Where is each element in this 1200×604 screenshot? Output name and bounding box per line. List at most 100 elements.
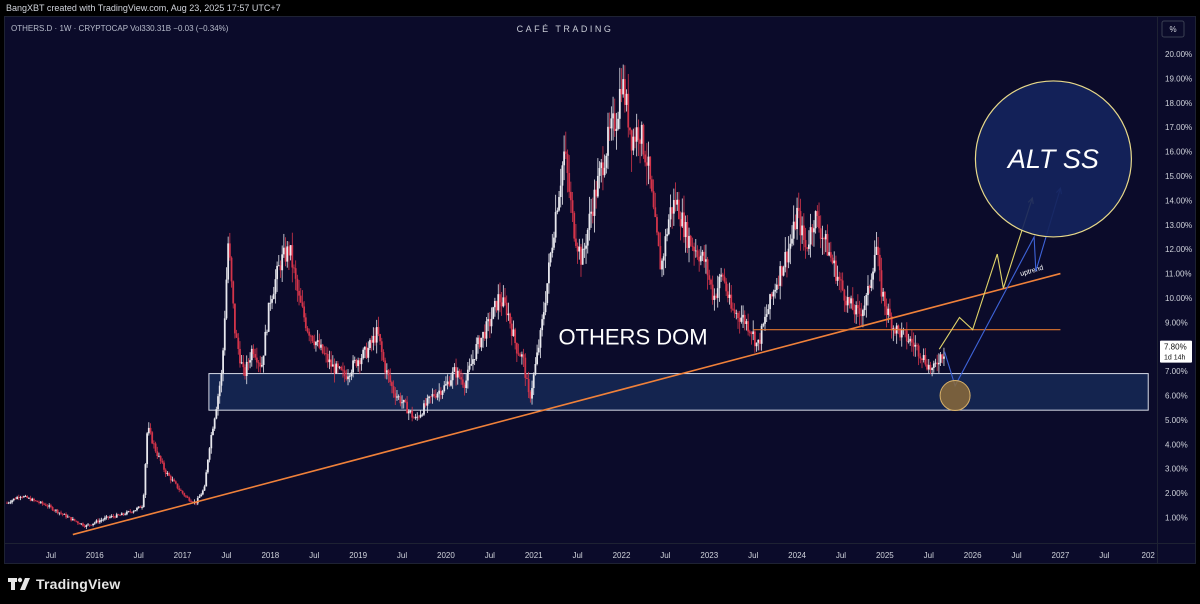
candle-body [860, 313, 863, 317]
candle-body [365, 346, 368, 358]
candle-body [284, 247, 287, 262]
candle-body [120, 513, 123, 516]
candle-body [515, 343, 518, 354]
x-tick-label: Jul [660, 551, 670, 560]
candle-body [649, 156, 652, 180]
candle-body [841, 280, 844, 290]
candle-body [306, 328, 309, 332]
candle-body [456, 370, 459, 378]
candle-body [907, 341, 910, 343]
candle-body [102, 519, 105, 521]
candle-body [144, 464, 147, 495]
candle-body [571, 200, 574, 214]
candle-body [524, 357, 527, 378]
candle-body [583, 248, 586, 250]
candle-body [802, 225, 805, 241]
candle-body [36, 500, 39, 503]
candle-body [564, 151, 567, 154]
candle-body [441, 391, 444, 395]
candle-body [669, 207, 672, 220]
candle-body [38, 502, 40, 503]
candle-body [536, 352, 538, 365]
candle-body [897, 325, 900, 329]
candle-body [615, 128, 618, 132]
candle-body [671, 207, 674, 214]
y-tick-label: 12.00% [1165, 245, 1192, 254]
candle-body [762, 323, 765, 326]
candle-body [865, 295, 868, 306]
candle-body [28, 497, 30, 499]
candle-body [264, 331, 267, 356]
candle-body [439, 390, 442, 395]
chart-frame[interactable]: OTHERS.D · 1W · CRYPTOCAP Vol330.31B −0.… [4, 16, 1196, 564]
candle-body [58, 512, 61, 514]
candle-body [90, 524, 93, 526]
candle-body [806, 247, 809, 249]
candle-body [385, 370, 388, 373]
candle-body [343, 370, 346, 377]
candle-body [924, 355, 927, 365]
candle-body [504, 297, 506, 303]
candle-body [125, 511, 128, 515]
price-chart[interactable]: OTHERS.D · 1W · CRYPTOCAP Vol330.31B −0.… [5, 17, 1195, 563]
candle-body [765, 314, 768, 317]
tradingview-logo-icon [8, 577, 30, 590]
candle-body [916, 344, 918, 346]
candle-body [78, 523, 81, 525]
candle-body [374, 335, 376, 343]
candle-body [477, 337, 479, 345]
candle-body [627, 93, 630, 128]
y-tick-label: 6.00% [1165, 392, 1188, 401]
candle-body [551, 247, 554, 253]
candle-body [801, 225, 804, 236]
candle-body [424, 403, 427, 406]
candle-body [266, 331, 268, 333]
others-dom-label: OTHERS DOM [558, 324, 707, 349]
candle-body [245, 361, 248, 376]
candle-body [932, 363, 935, 368]
x-tick-label: 2024 [788, 551, 806, 560]
x-tick-label: 2023 [700, 551, 718, 560]
candle-body [48, 505, 51, 507]
candle-body [612, 113, 614, 119]
candle-body [200, 494, 203, 497]
x-tick-label: 202 [1142, 551, 1156, 560]
candle-body [82, 523, 84, 526]
candle-body [826, 234, 829, 256]
candle-body [843, 289, 846, 301]
candle-body [635, 127, 638, 142]
candle-body [282, 247, 285, 255]
candle-body [937, 362, 940, 365]
candle-body [66, 516, 69, 518]
yellow-projection-path [938, 197, 1033, 350]
candle-body [794, 221, 797, 230]
candle-body [234, 303, 236, 334]
candle-body [517, 353, 520, 355]
candle-body [21, 496, 24, 498]
candle-body [161, 460, 164, 463]
candle-body [823, 237, 825, 240]
candle-body [632, 136, 635, 151]
candle-body [470, 363, 473, 366]
candle-body [554, 212, 557, 238]
candle-body [512, 329, 515, 336]
candle-body [529, 392, 532, 399]
candle-body [811, 227, 814, 233]
candle-body [880, 270, 883, 297]
candle-body [531, 388, 533, 399]
candle-body [678, 199, 680, 220]
candle-body [541, 319, 544, 331]
candle-body [629, 127, 631, 131]
candle-body [559, 185, 562, 198]
tradingview-logo[interactable]: TradingView [8, 576, 120, 592]
candle-body [883, 291, 886, 307]
candle-body [281, 254, 284, 271]
candle-body [217, 396, 219, 410]
candle-body [676, 199, 679, 205]
candle-body [360, 358, 363, 365]
symbol-header: OTHERS.D · 1W · CRYPTOCAP Vol330.31B −0.… [11, 24, 229, 33]
candle-body [882, 291, 885, 297]
candle-body [426, 398, 429, 406]
candle-body [298, 290, 300, 296]
candle-body [272, 293, 275, 299]
